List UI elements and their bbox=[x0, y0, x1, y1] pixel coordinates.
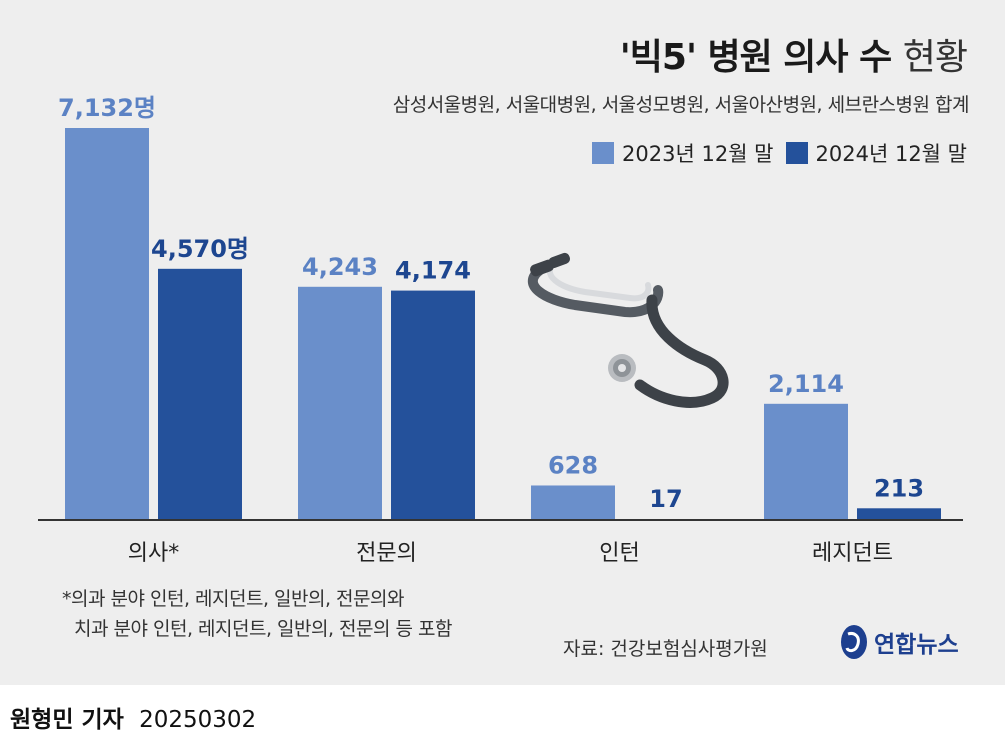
footnote-line-1: *의과 분야 인턴, 레지던트, 일반의, 전문의와 bbox=[62, 588, 404, 610]
value-label-2023-2: 628 bbox=[548, 451, 598, 479]
bar-2024-0 bbox=[158, 268, 242, 520]
title-bold: '빅5' 병원 의사 수 bbox=[619, 37, 892, 78]
value-label-2024-0: 4,570명 bbox=[151, 235, 249, 263]
chart-subtitle: 삼성서울병원, 서울대병원, 서울성모병원, 서울아산병원, 세브란스병원 합계 bbox=[392, 94, 970, 116]
title-light: 현황 bbox=[902, 37, 968, 78]
legend-item-2023: 2023년 12월 말 bbox=[592, 138, 774, 168]
category-label-0: 의사* bbox=[128, 541, 179, 566]
bar-2024-3 bbox=[857, 508, 941, 520]
legend-label-2023: 2023년 12월 말 bbox=[622, 142, 774, 166]
byline: 원형민 기자 20250302 bbox=[10, 700, 256, 734]
value-label-2024-2: 17 bbox=[649, 485, 682, 513]
bar-2023-2 bbox=[531, 485, 615, 520]
publish-date: 20250302 bbox=[139, 707, 257, 733]
reporter-name: 원형민 기자 bbox=[10, 707, 124, 733]
category-label-1: 전문의 bbox=[356, 541, 417, 566]
bar-2023-1 bbox=[298, 286, 382, 520]
value-label-2024-1: 4,174 bbox=[395, 257, 471, 285]
legend-label-2024: 2024년 12월 말 bbox=[815, 142, 967, 166]
yonhap-logo: 연합뉴스 bbox=[838, 622, 959, 662]
bar-2023-3 bbox=[764, 403, 848, 520]
logo-text: 연합뉴스 bbox=[874, 632, 959, 658]
value-label-2023-1: 4,243 bbox=[302, 253, 378, 281]
bar-2023-0 bbox=[65, 128, 149, 520]
chart-panel: '빅5' 병원 의사 수 현황 삼성서울병원, 서울대병원, 서울성모병원, 서… bbox=[0, 0, 1005, 685]
legend-item-2024: 2024년 12월 말 bbox=[785, 138, 967, 168]
value-label-2023-3: 2,114 bbox=[768, 370, 844, 398]
legend: 2023년 12월 말 2024년 12월 말 bbox=[592, 138, 967, 168]
chart-title: '빅5' 병원 의사 수 현황 bbox=[619, 28, 968, 80]
value-label-2023-0: 7,132명 bbox=[58, 94, 156, 122]
bar-2024-1 bbox=[391, 290, 475, 520]
yonhap-logo-icon bbox=[841, 625, 867, 659]
category-label-3: 레지던트 bbox=[812, 541, 893, 566]
legend-swatch-2024 bbox=[785, 142, 808, 164]
footnote: *의과 분야 인턴, 레지던트, 일반의, 전문의와 치과 분야 인턴, 레지던… bbox=[62, 584, 453, 644]
legend-swatch-2023 bbox=[592, 142, 615, 164]
source-note: 자료: 건강보험심사평가원 bbox=[563, 638, 768, 660]
category-label-2: 인턴 bbox=[599, 541, 639, 566]
value-label-2024-3: 213 bbox=[874, 474, 924, 502]
footnote-line-2: 치과 분야 인턴, 레지던트, 일반의, 전문의 등 포함 bbox=[74, 618, 453, 640]
stethoscope-icon bbox=[528, 252, 729, 408]
